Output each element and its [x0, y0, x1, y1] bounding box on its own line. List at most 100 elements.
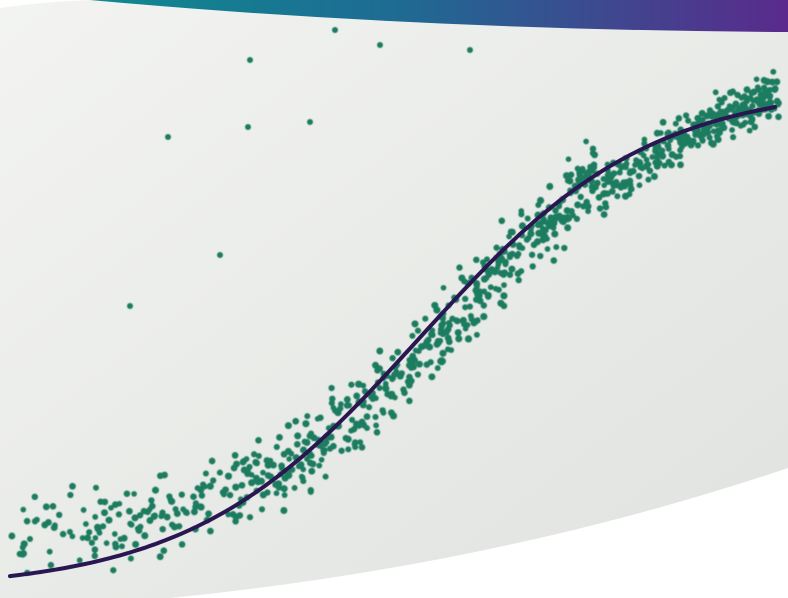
scatter-dot — [338, 401, 344, 407]
scatter-dot — [160, 547, 168, 555]
scatter-dot — [112, 543, 120, 551]
scatter-dot — [746, 127, 753, 134]
scatter-dot — [382, 380, 389, 387]
scatter-dot — [178, 491, 185, 498]
scatter-dot — [47, 561, 55, 569]
scatter-dot — [765, 112, 772, 120]
scatter-dot — [636, 182, 643, 189]
scatter-dot — [753, 76, 760, 83]
scatter-dot — [739, 101, 747, 109]
scatter-dot — [462, 295, 469, 303]
scatter-dot — [260, 469, 266, 476]
scatter-dot — [446, 319, 452, 326]
scatter-dot — [533, 238, 542, 246]
scatter-dot — [92, 514, 99, 520]
scatter-dot — [141, 532, 149, 540]
scatter-dot — [245, 124, 251, 130]
scatter-dot — [627, 181, 634, 188]
scatter-dot — [633, 157, 640, 164]
scatter-dot — [675, 115, 683, 122]
scatter-dot — [498, 217, 506, 225]
scatter-dot — [372, 413, 379, 421]
scatter-dot — [437, 326, 445, 333]
scatter-dot — [236, 512, 244, 519]
scatter-dot — [232, 483, 240, 491]
scatter-dot — [314, 415, 321, 422]
scatter-dot — [565, 156, 572, 163]
scatter-dot — [416, 360, 423, 368]
scatter-dot — [541, 232, 549, 240]
scatter-dot — [714, 103, 722, 110]
scatter-dot — [515, 250, 522, 258]
scatter-dot — [635, 172, 643, 180]
scatter-dot — [295, 463, 302, 470]
scatter-dot — [94, 525, 102, 533]
scatter-dot — [575, 176, 582, 184]
scatter-dot — [373, 429, 381, 436]
scatter-dot — [515, 276, 522, 284]
scatter-dot — [656, 159, 663, 167]
scatter-dot — [552, 207, 559, 214]
scatter-dot — [507, 228, 515, 236]
scatter-dot — [698, 109, 706, 117]
scatter-dot — [115, 511, 123, 518]
scatter-dot — [659, 118, 667, 126]
scatter-dot — [428, 373, 436, 381]
scatter-dot — [103, 540, 110, 546]
scatter-dot — [518, 268, 525, 275]
scatter-dot — [389, 354, 396, 362]
scatter-dot — [291, 484, 298, 491]
scatter-dot — [771, 86, 779, 93]
scatter-dot — [755, 86, 762, 93]
scatter-dot — [56, 511, 63, 519]
scatter-dot — [286, 456, 293, 462]
scatter-dot — [564, 224, 572, 232]
scatter-dot — [473, 331, 480, 338]
scatter-dot — [610, 182, 617, 189]
scatter-dot — [456, 264, 463, 271]
scatter-dot — [655, 151, 662, 158]
scatter-dot — [79, 535, 86, 541]
scatter-dot — [369, 395, 376, 402]
scatter-dot — [712, 112, 720, 119]
scatter-dot — [357, 439, 364, 446]
scatter-dot — [67, 491, 74, 499]
scatter-dot — [246, 514, 254, 521]
scatter-dot — [743, 86, 751, 94]
scatter-dot — [127, 303, 133, 309]
scatter-dot — [661, 162, 668, 169]
scatter-dot — [358, 420, 366, 427]
scatter-dot — [652, 146, 659, 153]
scatter-dot — [168, 521, 176, 528]
scatter-dot — [464, 321, 471, 328]
scatter-dot — [224, 472, 233, 480]
scatter-dot — [93, 484, 99, 491]
scatter-dot — [255, 453, 262, 459]
scatter-dot — [768, 99, 775, 106]
scatter-dot — [50, 524, 58, 532]
scatter-dot — [131, 491, 137, 497]
scatter-dot — [148, 497, 155, 504]
scatter-dot — [348, 381, 355, 388]
scatter-dot — [743, 95, 751, 102]
scatter-dot — [302, 420, 310, 428]
scatter-dot — [596, 205, 604, 212]
scatter-dot — [556, 214, 563, 221]
scatter-dot — [376, 347, 384, 355]
scatter-dot — [304, 413, 311, 420]
scatter-dot — [763, 78, 770, 85]
scatter-dot — [609, 187, 616, 195]
scatter-dot — [602, 200, 609, 207]
scatter-dot — [274, 480, 283, 488]
scatter-dot — [501, 282, 507, 288]
scatter-dot — [318, 456, 325, 463]
scatter-dot — [350, 426, 357, 433]
scatter-dot — [20, 506, 27, 513]
scatter-dot — [184, 510, 190, 516]
scatter-dot — [585, 208, 592, 215]
scatter-dot — [258, 506, 266, 513]
scatter-dot — [495, 286, 502, 293]
scatter-dot — [320, 449, 327, 456]
scatter-dot — [105, 516, 113, 524]
scatter-dot — [500, 292, 508, 300]
